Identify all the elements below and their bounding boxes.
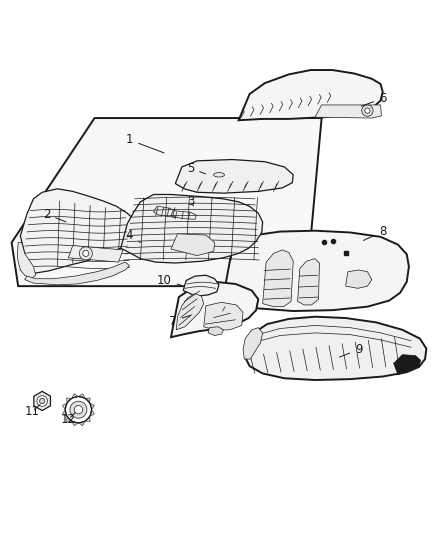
Text: 6: 6 xyxy=(361,92,386,106)
Text: 5: 5 xyxy=(187,161,205,175)
Polygon shape xyxy=(78,421,85,426)
Polygon shape xyxy=(62,403,67,410)
Text: 11: 11 xyxy=(25,405,40,418)
Polygon shape xyxy=(72,394,78,398)
Circle shape xyxy=(37,395,47,406)
Text: 7: 7 xyxy=(170,314,190,328)
Polygon shape xyxy=(176,294,204,330)
Polygon shape xyxy=(153,206,179,217)
Text: 9: 9 xyxy=(339,343,363,357)
Polygon shape xyxy=(78,394,85,398)
Text: 4: 4 xyxy=(126,229,141,243)
Ellipse shape xyxy=(214,173,224,177)
Polygon shape xyxy=(72,421,78,426)
Circle shape xyxy=(70,401,87,418)
Polygon shape xyxy=(171,234,215,256)
Polygon shape xyxy=(25,262,130,285)
Text: 3: 3 xyxy=(187,195,194,207)
Circle shape xyxy=(74,406,83,414)
Polygon shape xyxy=(121,195,263,263)
Text: 12: 12 xyxy=(61,413,76,426)
Polygon shape xyxy=(20,189,138,273)
Polygon shape xyxy=(67,398,72,403)
Polygon shape xyxy=(263,250,293,306)
Text: 8: 8 xyxy=(364,225,386,240)
Circle shape xyxy=(365,108,370,113)
Polygon shape xyxy=(394,354,421,375)
Polygon shape xyxy=(85,416,90,422)
Polygon shape xyxy=(171,211,196,220)
Polygon shape xyxy=(297,259,319,305)
Text: 2: 2 xyxy=(43,208,66,222)
Text: 1: 1 xyxy=(126,133,164,153)
Polygon shape xyxy=(90,403,95,410)
Polygon shape xyxy=(67,416,72,422)
Polygon shape xyxy=(85,398,90,403)
Polygon shape xyxy=(239,70,383,120)
Polygon shape xyxy=(183,275,219,296)
Polygon shape xyxy=(62,410,67,416)
Text: 10: 10 xyxy=(157,274,181,287)
Polygon shape xyxy=(243,328,263,359)
Polygon shape xyxy=(245,317,426,380)
Circle shape xyxy=(362,105,373,116)
Polygon shape xyxy=(68,246,123,262)
Polygon shape xyxy=(315,105,381,118)
Polygon shape xyxy=(90,410,95,416)
Circle shape xyxy=(83,251,89,256)
Polygon shape xyxy=(17,243,35,279)
Polygon shape xyxy=(171,282,258,337)
Circle shape xyxy=(39,398,45,403)
Polygon shape xyxy=(208,327,223,335)
Polygon shape xyxy=(12,118,321,286)
Polygon shape xyxy=(204,302,243,330)
Circle shape xyxy=(79,247,92,260)
Polygon shape xyxy=(34,391,50,410)
Polygon shape xyxy=(175,159,293,193)
Polygon shape xyxy=(346,270,372,288)
Polygon shape xyxy=(223,231,409,311)
